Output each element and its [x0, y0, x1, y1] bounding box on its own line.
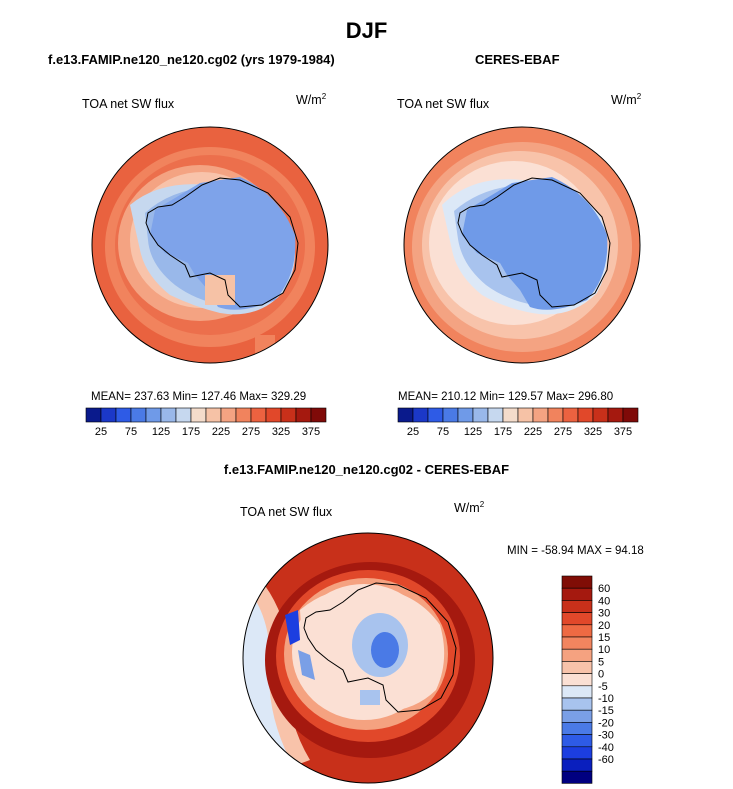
- panel-2-colorbar-swatch: [607, 407, 624, 423]
- panel-3-title: f.e13.FAMIP.ne120_ne120.cg02 - CERES-EBA…: [223, 462, 510, 477]
- panel-1-colorbar-tick-label: 375: [302, 426, 320, 438]
- panel-3-colorbar-tick-label: -10: [598, 693, 614, 705]
- panel-3-colorbar-swatch: [561, 575, 593, 589]
- panel-3-colorbar-swatch: [561, 661, 593, 674]
- panel-3-colorbar-tick-label: 10: [598, 644, 610, 656]
- panel-1-stats: MEAN= 237.63 Min= 127.46 Max= 329.29: [91, 391, 307, 403]
- panel-3-field-label: TOA net SW flux: [240, 505, 333, 519]
- panel-3-colorbar-swatch: [561, 624, 593, 638]
- panel-3-colorbar-tick-label: -30: [598, 730, 614, 742]
- panel-2-colorbar-swatch: [562, 407, 579, 423]
- panel-2-colorbar-tick-label: 325: [584, 426, 602, 438]
- panel-3-colorbar-tick-label: -20: [598, 717, 614, 729]
- panel-3-colorbar-tick-label: -60: [598, 754, 614, 766]
- panel-3-colorbar-swatch: [561, 758, 593, 772]
- panel-3-colorbar-swatch: [561, 648, 593, 662]
- panel-2-colorbar-swatch: [472, 407, 489, 423]
- panel-3-colorbar-swatch: [561, 697, 593, 711]
- panel-3-colorbar-swatch: [561, 600, 593, 613]
- panel-1-colorbar-swatch: [235, 407, 252, 423]
- panel-3-colorbar-swatch: [561, 770, 593, 784]
- panel-3-colorbar-swatch: [561, 722, 593, 735]
- panel-2-field-label: TOA net SW flux: [397, 97, 490, 111]
- panel-3-colorbar-tick-label: 0: [598, 669, 604, 681]
- panel-1-colorbar-swatch: [280, 407, 297, 423]
- panel-2-colorbar-swatch: [412, 407, 429, 423]
- panel-1-colorbar-swatch: [100, 407, 117, 423]
- panel-2-colorbar-swatch: [502, 407, 519, 423]
- panel-2-stats: MEAN= 210.12 Min= 129.57 Max= 296.80: [398, 391, 614, 403]
- panel-3-colorbar-tick-label: 20: [598, 620, 610, 632]
- panel-3-colorbar-tick-label: 40: [598, 595, 610, 607]
- panel-1-colorbar-swatch: [265, 407, 282, 423]
- panel-1-colorbar-tick-label: 25: [95, 426, 107, 438]
- panel-3-colorbar-swatch: [561, 673, 593, 687]
- panel-1-colorbar-tick-label: 175: [182, 426, 200, 438]
- panel-3-colorbar-swatch: [561, 636, 593, 650]
- panel-2-colorbar-tick-label: 75: [437, 426, 449, 438]
- panel-2-colorbar-swatch: [487, 407, 504, 423]
- panel-2-colorbar-swatch: [517, 407, 534, 423]
- panel-1-colorbar-swatch: [115, 407, 132, 423]
- panel-1-colorbar-swatch: [130, 407, 147, 423]
- panel-3-colorbar-swatch: [561, 746, 593, 760]
- panel-1-colorbar-tick-label: 275: [242, 426, 260, 438]
- panel-3-colorbar-tick-label: 15: [598, 632, 610, 644]
- panel-3-colorbar-tick-label: -15: [598, 705, 614, 717]
- panel-1-colorbar-swatch: [160, 407, 177, 423]
- panel-2-colorbar-swatch: [442, 407, 459, 423]
- panel-1-polar-map: [91, 126, 329, 364]
- panel-3-stats: MIN = -58.94 MAX = 94.18: [507, 545, 644, 557]
- panel-1-colorbar-swatch: [175, 407, 192, 423]
- panel-3-colorbar-swatch: [561, 587, 593, 601]
- panel-2-colorbar-swatch: [577, 407, 594, 423]
- panel-3-colorbar-tick-label: 60: [598, 583, 610, 595]
- panel-1-colorbar-tick-label: 325: [272, 426, 290, 438]
- panel-2-colorbar-tick-label: 125: [464, 426, 482, 438]
- panel-2-title: CERES-EBAF: [475, 52, 560, 67]
- panel-2-colorbar-swatch: [457, 407, 474, 423]
- panel-3-colorbar-tick-label: -5: [598, 681, 608, 693]
- panel-2-colorbar: 25 75 125 175 225 275 325 375: [397, 407, 639, 438]
- panel-1-field-label: TOA net SW flux: [82, 97, 175, 111]
- panel-2-colorbar-swatch: [427, 407, 444, 423]
- panel-3-colorbar-tick-label: 5: [598, 656, 604, 668]
- panel-3-colorbar-swatch: [561, 685, 593, 699]
- panel-3-polar-map: [242, 532, 494, 784]
- panel-1-colorbar-swatch: [310, 407, 327, 423]
- panel-2-colorbar-tick-label: 225: [524, 426, 542, 438]
- panel-1-colorbar-swatch: [145, 407, 162, 423]
- panel-2-units: W/m2: [611, 92, 642, 108]
- panel-1-colorbar-tick-label: 75: [125, 426, 137, 438]
- panel-1-colorbar-swatch: [85, 407, 102, 423]
- panel-3-units: W/m2: [454, 500, 485, 516]
- panel-2-colorbar-swatch: [397, 407, 414, 423]
- panel-3-colorbar-swatch: [561, 709, 593, 723]
- panel-1-colorbar-tick-label: 125: [152, 426, 170, 438]
- panel-3-colorbar-tick-label: -40: [598, 742, 614, 754]
- panel-2-polar-map: [403, 126, 641, 364]
- panel-1-colorbar-swatch: [250, 407, 267, 423]
- panel-1-colorbar-tick-label: 225: [212, 426, 230, 438]
- panel-3-colorbar-swatch: [561, 734, 593, 748]
- panel-1-units: W/m2: [296, 92, 327, 108]
- panel-2-colorbar-swatch: [547, 407, 564, 423]
- panel-2-colorbar-tick-label: 175: [494, 426, 512, 438]
- panel-2-colorbar-swatch: [622, 407, 639, 423]
- panel-1-colorbar-swatch: [205, 407, 222, 423]
- panel-2-colorbar-tick-label: 25: [407, 426, 419, 438]
- panel-1-colorbar-swatch: [295, 407, 312, 423]
- panel-1-colorbar-swatch: [190, 407, 207, 423]
- panel-2-colorbar-tick-label: 375: [614, 426, 632, 438]
- page-title: DJF: [345, 18, 388, 43]
- panel-2-colorbar-swatch: [592, 407, 609, 423]
- panel-1-colorbar-swatch: [220, 407, 237, 423]
- panel-3-colorbar-swatch: [561, 612, 593, 626]
- panel-1-colorbar: 25 75 125 175 225 275 325 375: [85, 407, 327, 438]
- panel-3-colorbar-tick-label: 30: [598, 608, 610, 620]
- panel-2-colorbar-tick-label: 275: [554, 426, 572, 438]
- panel-2-colorbar-swatch: [532, 407, 549, 423]
- panel-1-title: f.e13.FAMIP.ne120_ne120.cg02 (yrs 1979-1…: [48, 52, 335, 67]
